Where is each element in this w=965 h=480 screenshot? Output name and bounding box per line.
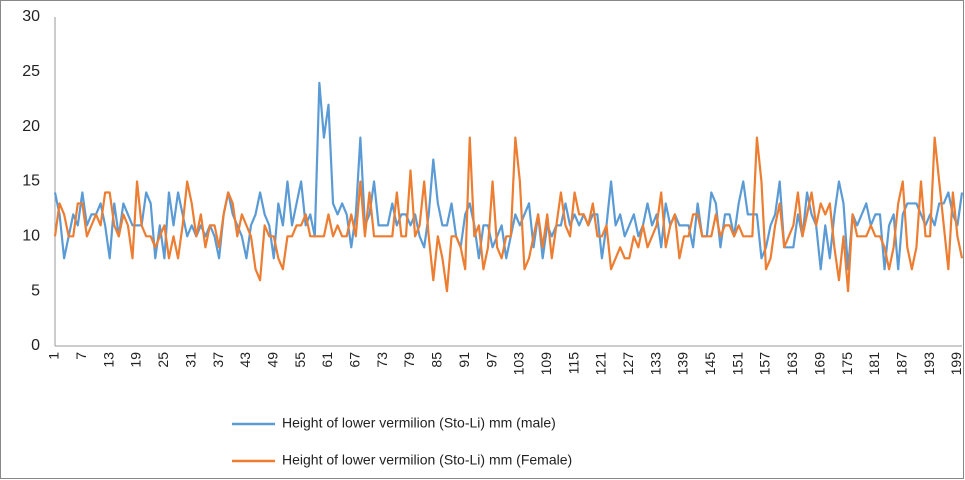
x-tick-label: 187 [893, 352, 909, 376]
x-tick-label: 193 [921, 352, 937, 376]
x-tick-label: 199 [948, 352, 964, 376]
y-tick-label: 30 [22, 8, 40, 25]
x-tick-label: 151 [729, 352, 745, 376]
x-tick-label: 115 [565, 352, 581, 375]
x-tick-label: 121 [593, 352, 609, 376]
y-tick-label: 0 [31, 337, 40, 354]
x-tick-label: 133 [647, 352, 663, 376]
x-tick-label: 145 [702, 352, 718, 376]
legend-label: Height of lower vermilion (Sto-Li) mm (m… [282, 415, 556, 431]
x-tick-label: 109 [538, 352, 554, 376]
x-tick-label: 169 [811, 352, 827, 376]
x-tick-label: 31 [182, 352, 198, 368]
x-tick-label: 127 [620, 352, 636, 376]
x-tick-label: 49 [264, 352, 280, 368]
y-tick-label: 25 [22, 63, 40, 80]
x-tick-label: 1 [46, 352, 62, 360]
x-tick-label: 67 [347, 352, 363, 368]
x-tick-label: 181 [866, 352, 882, 376]
series-line [53, 136, 964, 293]
y-tick-label: 5 [31, 282, 40, 299]
y-tick-label: 20 [22, 118, 40, 135]
x-tick-label: 61 [319, 352, 335, 368]
x-tick-label: 163 [784, 352, 800, 376]
x-tick-label: 7 [73, 352, 89, 360]
x-tick-label: 139 [675, 352, 691, 376]
y-tick-label: 15 [22, 173, 40, 190]
y-tick-label: 10 [22, 228, 40, 245]
x-tick-label: 157 [757, 352, 773, 376]
x-tick-label: 43 [237, 352, 253, 368]
x-tick-label: 19 [128, 352, 144, 368]
x-tick-label: 73 [374, 352, 390, 368]
x-tick-label: 25 [155, 352, 171, 368]
legend-label: Height of lower vermilion (Sto-Li) mm (F… [282, 452, 572, 468]
x-tick-label: 85 [429, 352, 445, 368]
x-tick-label: 175 [839, 352, 855, 376]
x-tick-label: 91 [456, 352, 472, 368]
x-tick-label: 37 [210, 352, 226, 368]
x-tick-label: 97 [483, 352, 499, 368]
series-line [53, 81, 964, 271]
x-tick-label: 13 [100, 352, 116, 368]
x-tick-label: 79 [401, 352, 417, 368]
x-tick-label: 103 [511, 352, 527, 376]
x-tick-label: 55 [292, 352, 308, 368]
